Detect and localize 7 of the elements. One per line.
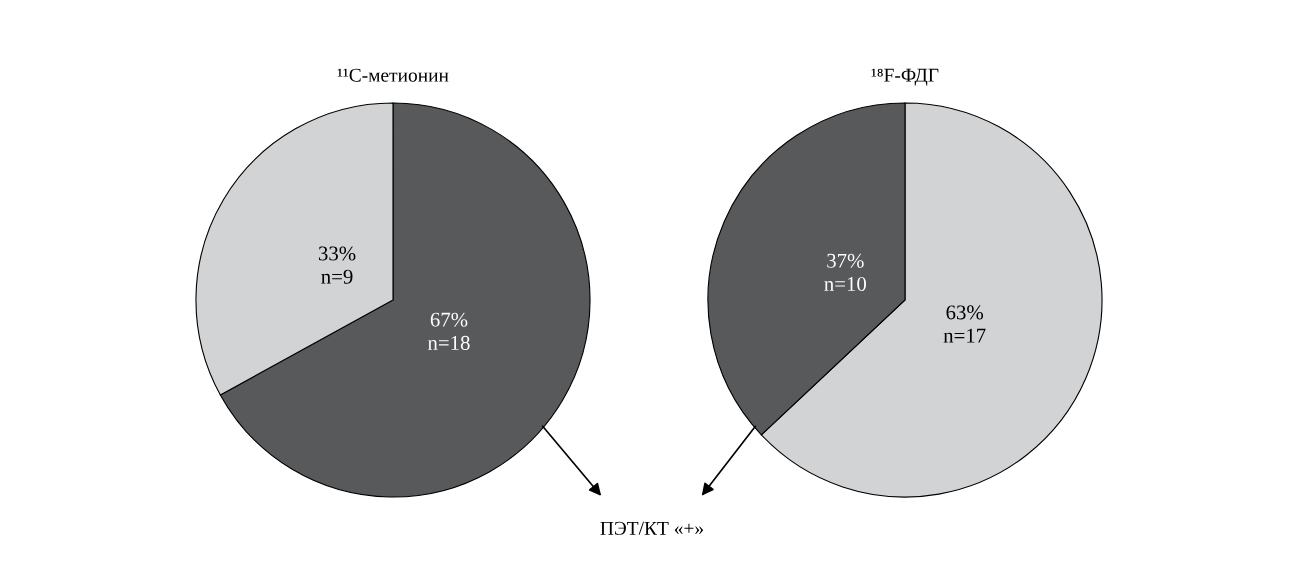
- data-label: 67% n=18: [427, 312, 470, 350]
- chart-title: ¹¹C-метионин: [337, 68, 449, 82]
- data-label: 63% n=17: [943, 305, 986, 343]
- data-label: 33% n=9: [318, 246, 356, 284]
- data-label: 37% n=10: [824, 253, 867, 292]
- chart-title: ¹⁸F-ФДГ: [871, 68, 939, 86]
- text: ПЭТ/КТ «+»: [600, 521, 704, 535]
